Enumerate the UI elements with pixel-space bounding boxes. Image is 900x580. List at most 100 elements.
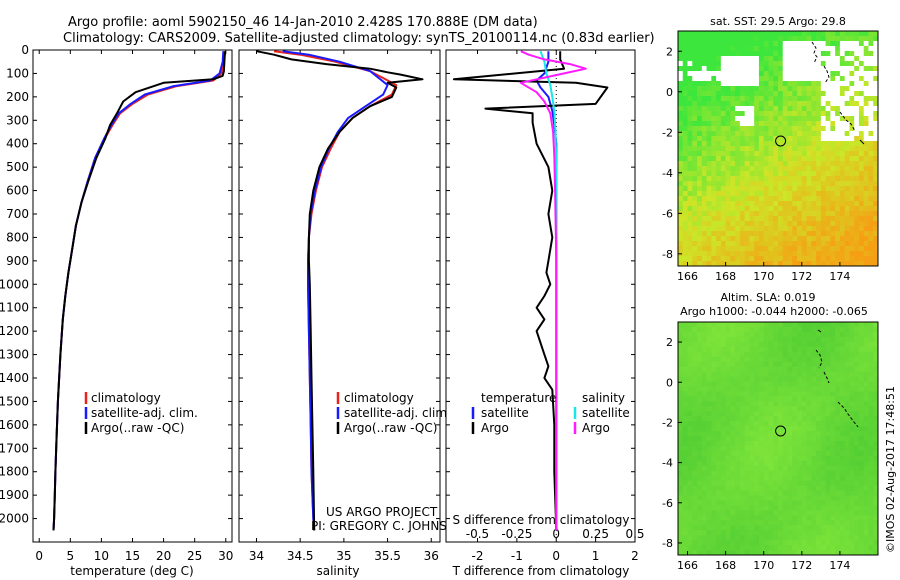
map-cell <box>782 106 789 112</box>
map-cell <box>835 66 841 72</box>
map-cell <box>739 411 746 417</box>
map-cell <box>844 436 851 442</box>
map-cell <box>716 86 722 92</box>
map-cell <box>835 146 841 152</box>
map-cell <box>725 366 731 373</box>
map-cell <box>711 366 717 373</box>
map-cell <box>792 56 798 62</box>
map-cell <box>758 455 765 462</box>
map-cell <box>749 76 755 82</box>
map-cell <box>858 550 865 555</box>
map-cell <box>754 261 760 266</box>
map-cell <box>678 440 684 447</box>
map-cell <box>735 480 741 487</box>
map-cell <box>768 51 774 57</box>
map-cell <box>835 480 841 487</box>
map-cell <box>806 81 812 87</box>
map-cell <box>782 66 789 72</box>
map-cell <box>682 336 689 343</box>
map-cell <box>768 261 774 266</box>
map-cell <box>782 431 789 437</box>
map-cell <box>873 31 878 37</box>
map-cell <box>678 191 684 197</box>
map-cell <box>858 515 865 521</box>
map-cell <box>744 540 751 546</box>
map-cell <box>697 156 703 162</box>
map-cell <box>773 201 779 207</box>
map-cell <box>749 226 755 232</box>
map-cell <box>782 216 789 222</box>
map-cell <box>787 470 793 477</box>
map-cell <box>692 401 698 407</box>
map-cell <box>816 470 822 477</box>
map-cell <box>735 226 741 232</box>
map-cell <box>863 341 870 348</box>
map-cell <box>868 76 874 82</box>
map-cell <box>773 450 779 457</box>
map-cell <box>682 465 689 472</box>
map-cell <box>868 535 874 541</box>
map-cell <box>806 326 812 333</box>
map-cell <box>725 96 731 102</box>
map-cell <box>835 322 841 328</box>
map-cell <box>782 520 789 526</box>
map-cell <box>687 176 693 182</box>
map-cell <box>758 376 765 383</box>
map-cell <box>797 505 803 511</box>
map-cell <box>854 480 860 487</box>
map-cell <box>744 36 751 42</box>
map-cell <box>806 401 812 407</box>
map-cell <box>730 411 736 417</box>
map-cell <box>806 525 812 531</box>
map-cell <box>697 111 703 117</box>
map-cell <box>773 126 779 132</box>
map-cell <box>873 450 878 457</box>
map-cell <box>758 81 765 87</box>
map-cell <box>758 61 765 67</box>
map-cell <box>754 416 760 422</box>
map-cell <box>873 426 878 432</box>
map-cell <box>801 76 808 82</box>
map-cell <box>758 241 765 247</box>
map-cell <box>806 331 812 338</box>
map-cell <box>792 485 798 492</box>
map-cell <box>854 231 860 237</box>
map-cell <box>858 246 865 252</box>
map-cell <box>858 431 865 437</box>
map-cell <box>711 436 717 442</box>
map-cell <box>820 231 827 237</box>
map-cell <box>749 371 755 378</box>
map-cell <box>720 421 727 427</box>
map-cell <box>873 525 878 531</box>
map-cell <box>868 431 874 437</box>
map-cell <box>687 101 693 107</box>
map-cell <box>725 445 731 452</box>
map-cell <box>716 176 722 182</box>
map-cell <box>763 91 770 97</box>
map-cell <box>773 341 779 348</box>
map-cell <box>782 361 789 368</box>
y-tick-label: 1800 <box>0 465 29 479</box>
map-cell <box>825 386 831 393</box>
map-cell <box>716 91 722 97</box>
map-cell <box>749 151 755 157</box>
map-cell <box>773 351 779 358</box>
map-cell <box>773 436 779 442</box>
map-cell <box>863 251 870 257</box>
map-cell <box>697 426 703 432</box>
map-cell <box>778 391 784 397</box>
map-cell <box>754 211 760 217</box>
map-cell <box>849 196 855 202</box>
map-cell <box>749 326 755 333</box>
map-cell <box>678 106 684 112</box>
map-cell <box>711 116 717 122</box>
map-cell <box>782 186 789 192</box>
map-cell <box>844 505 851 511</box>
map-cell <box>863 495 870 502</box>
map-cell <box>768 371 774 378</box>
map-cell <box>687 171 693 177</box>
map-cell <box>830 236 836 242</box>
map-cell <box>754 421 760 427</box>
map-cell <box>792 336 798 343</box>
map-cell <box>868 426 874 432</box>
